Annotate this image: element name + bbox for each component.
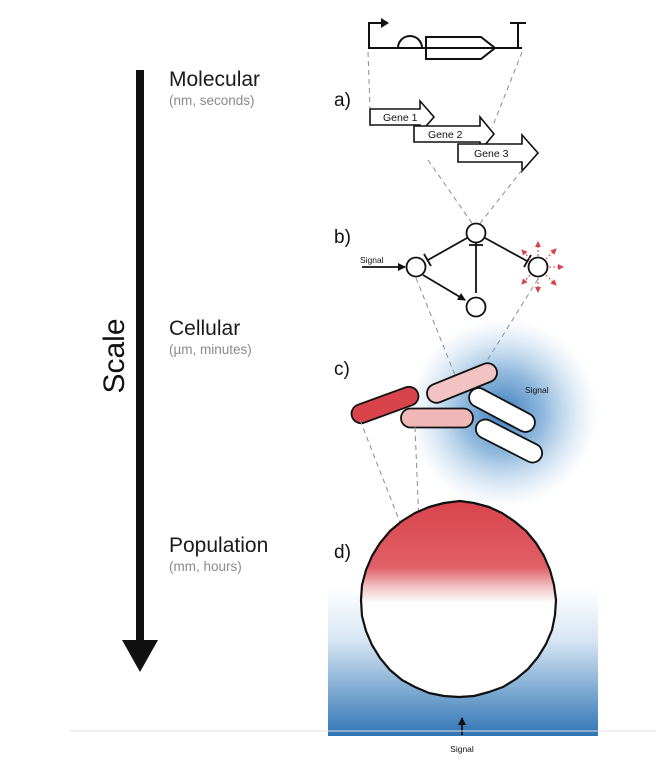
network-node-1	[405, 256, 427, 278]
gene-3: Gene 3	[457, 132, 540, 174]
scale-axis: Scale	[98, 70, 158, 672]
network-node-3	[465, 296, 487, 318]
panel-d-letter: d)	[334, 542, 351, 563]
gene-label: Gene 2	[428, 129, 463, 141]
repression-edge	[427, 237, 468, 261]
cell	[426, 362, 498, 404]
cell	[468, 387, 536, 433]
network-node-4	[527, 256, 549, 278]
panel-a-letter: a)	[334, 90, 351, 111]
panel-c-letter: c)	[334, 359, 350, 380]
colony	[359, 499, 558, 699]
panel-b-letter: b)	[334, 227, 351, 248]
level-detail: (nm, seconds)	[169, 93, 255, 108]
level-name: Molecular	[169, 68, 260, 91]
level-detail: (mm, hours)	[169, 559, 242, 574]
gene-network: Signal	[360, 222, 564, 318]
level-molecular: Molecular (nm, seconds)	[169, 68, 260, 108]
activation-edge	[422, 274, 466, 301]
gene-1: Gene 1	[369, 98, 436, 136]
cell	[350, 385, 420, 425]
scale-arrow-head	[122, 640, 158, 672]
level-name: Population	[169, 534, 268, 557]
signal-label: Signal	[450, 744, 474, 754]
cds-icon	[425, 36, 497, 60]
level-detail: (µm, minutes)	[169, 342, 252, 357]
gene-label: Gene 3	[474, 148, 509, 160]
scale-label: Scale	[98, 318, 131, 393]
gene-2: Gene 2	[413, 114, 496, 154]
signal-label: Signal	[360, 255, 384, 265]
gene-construct	[368, 18, 526, 60]
level-name: Cellular	[169, 317, 240, 340]
level-cellular: Cellular (µm, minutes)	[169, 317, 252, 357]
promoter-arrowhead-icon	[381, 18, 389, 28]
operon-genes: Gene 1 Gene 2 Gene 3	[369, 98, 540, 174]
network-node-2	[465, 222, 487, 244]
terminator-icon	[510, 22, 526, 48]
signal-label: Signal	[525, 385, 549, 395]
gene-label: Gene 1	[383, 112, 418, 124]
level-population: Population (mm, hours)	[169, 534, 268, 574]
cell	[474, 418, 544, 464]
rbs-icon	[397, 35, 423, 49]
bacteria-cells	[350, 362, 544, 464]
repression-edge	[484, 237, 528, 262]
cell	[400, 407, 474, 429]
promoter-icon	[368, 22, 385, 48]
